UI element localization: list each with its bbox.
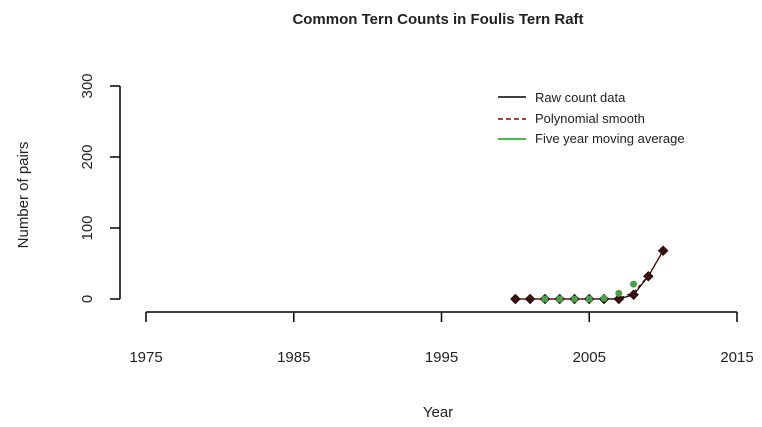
y-tick-label: 100 [79,215,96,240]
moving-average-point [585,295,593,303]
x-tick-label: 1985 [277,349,310,366]
raw-count-point [657,245,669,257]
plot-layer: 1975 1985 1995 2005 2015 0 100 200 300 [79,73,754,366]
moving-average-point [600,294,608,302]
x-tick-label: 2005 [573,349,606,366]
legend-label-polynomial: Polynomial smooth [535,111,645,126]
x-tick-label: 1975 [129,349,162,366]
y-tick-label: 200 [79,144,96,169]
y-tick-label: 300 [79,73,96,98]
series-line-raw-count-data [515,250,664,300]
x-tick-label: 1995 [425,349,458,366]
moving-average-point [570,295,578,303]
x-axis-label: Year [423,404,453,421]
moving-average-point [541,295,549,303]
moving-average-point [630,280,638,288]
raw-count-point [524,293,536,305]
y-axis-label: Number of pairs [15,142,32,249]
legend-label-moving-average: Five year moving average [535,131,685,146]
raw-count-point [510,293,521,305]
raw-count-point [642,270,654,282]
legend-label-raw: Raw count data [535,90,626,105]
raw-count-point [628,289,639,301]
moving-average-point [556,295,564,303]
moving-average-point [615,289,623,297]
raw-count-point [613,293,625,305]
chart-title: Common Tern Counts in Foulis Tern Raft [292,11,583,28]
legend: Raw count data Polynomial smooth Five ye… [498,90,685,146]
y-tick-label: 0 [79,295,96,303]
x-tick-label: 2015 [720,349,753,366]
series-line-polynomial-smooth [515,250,664,300]
